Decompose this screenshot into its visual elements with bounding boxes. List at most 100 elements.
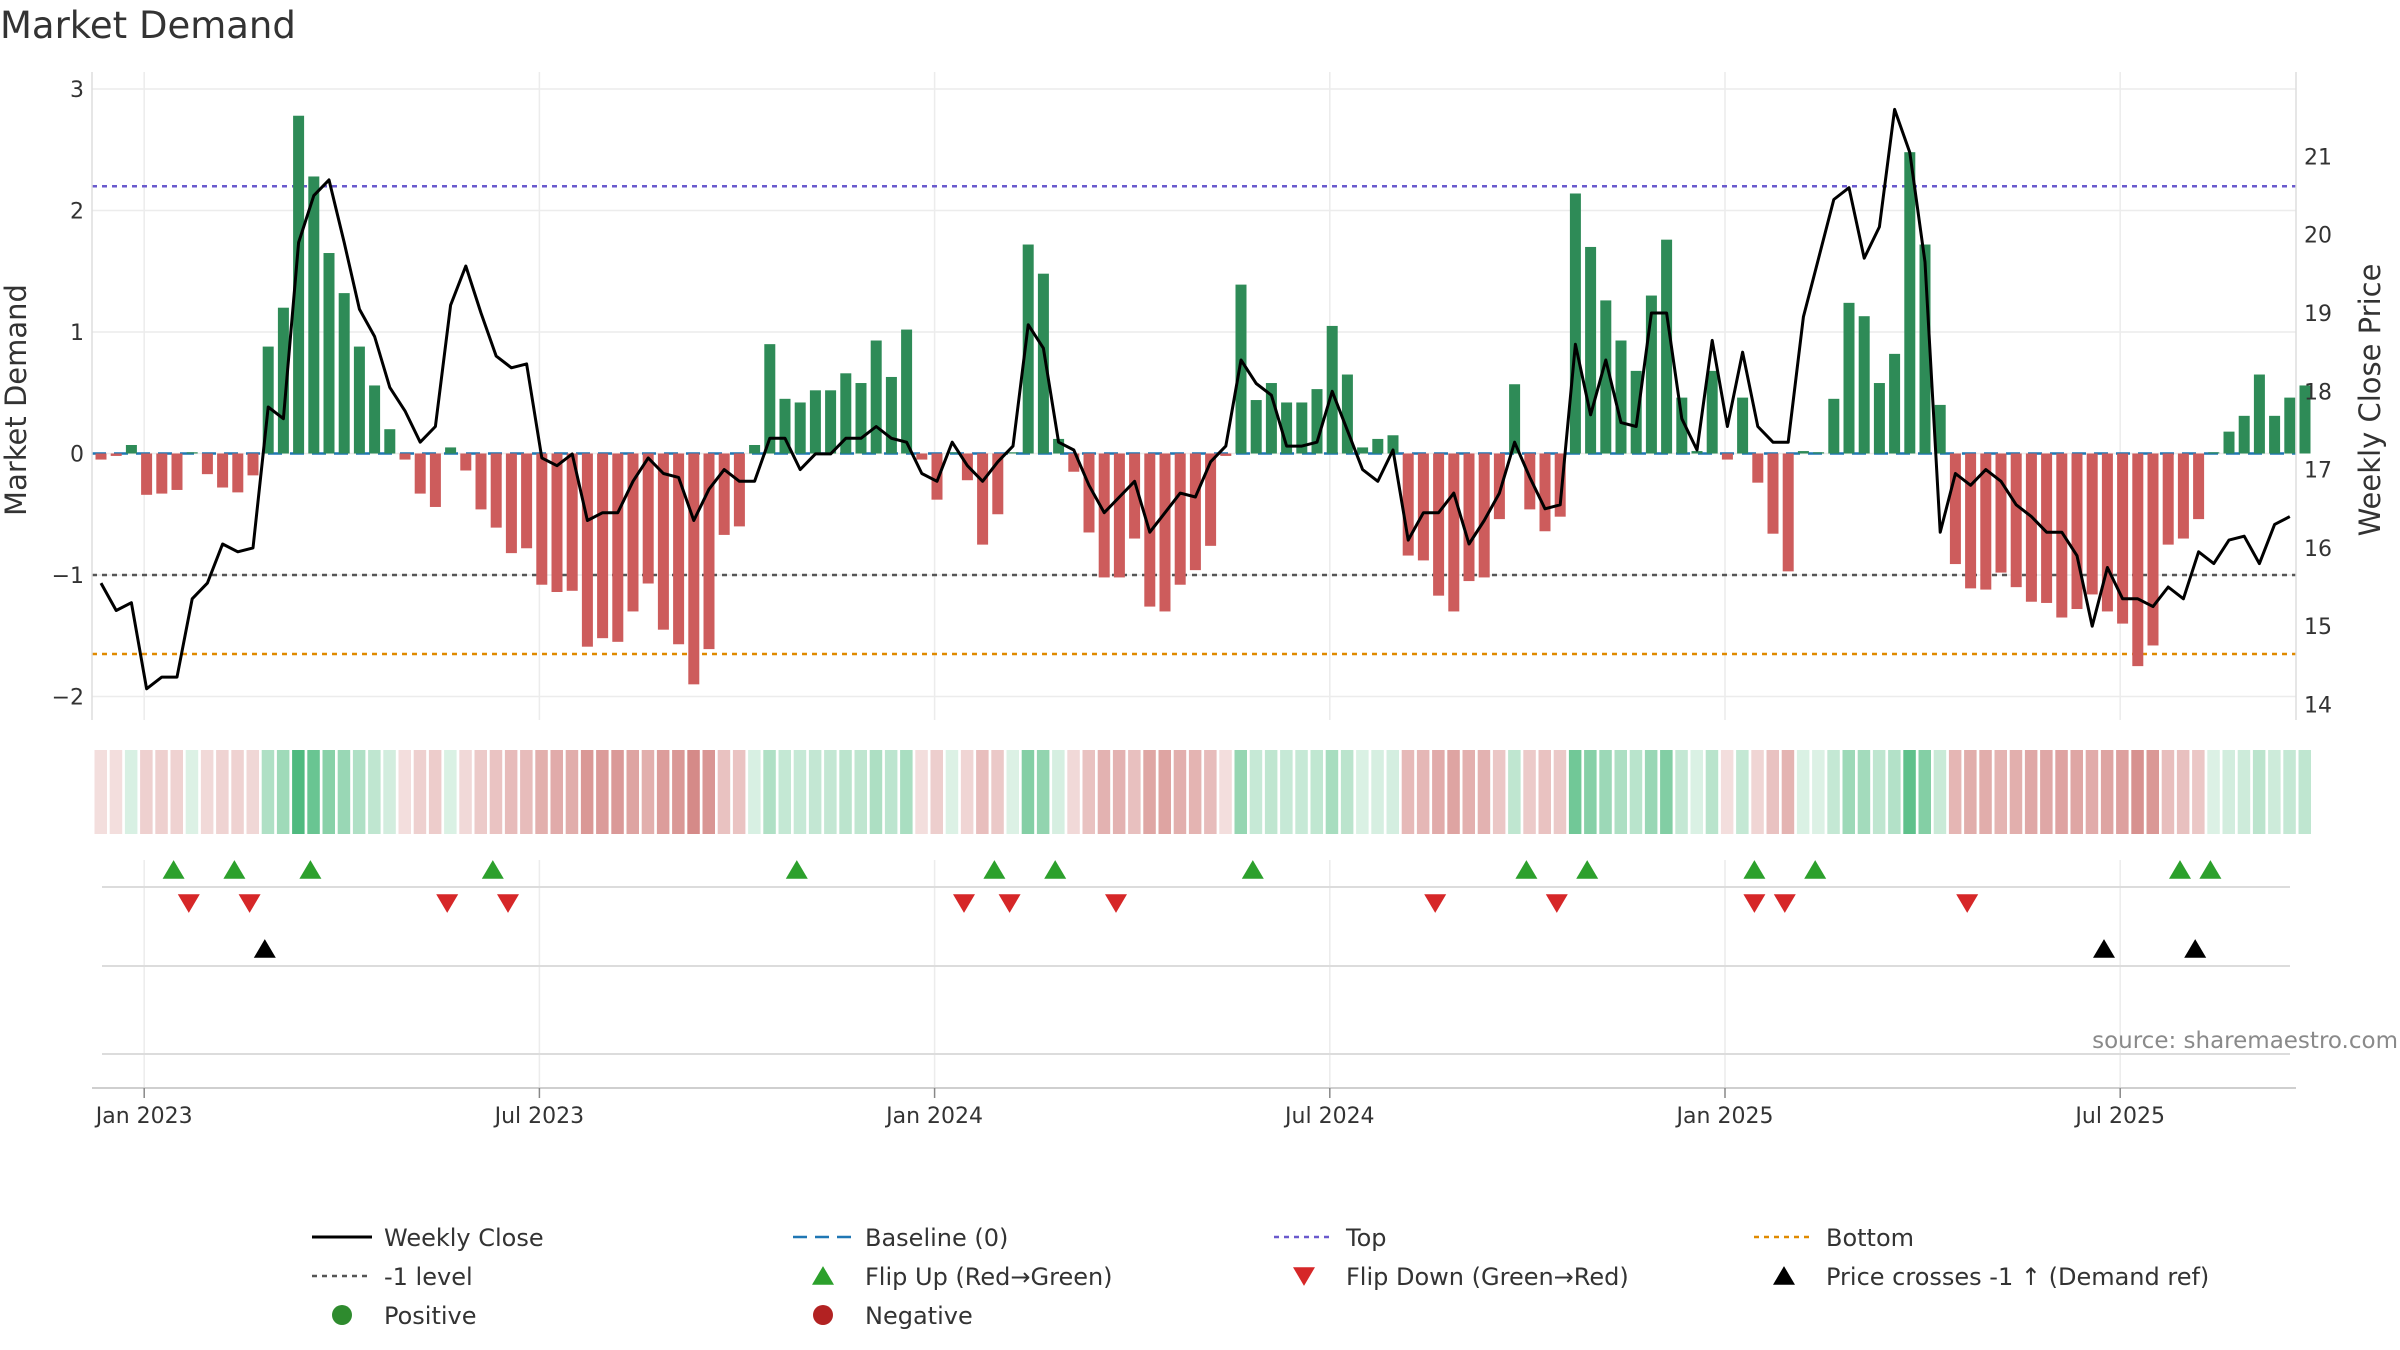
demand-bar xyxy=(277,307,289,454)
strip-cell xyxy=(94,750,107,834)
strip-cell xyxy=(170,750,183,834)
strip-cell xyxy=(1295,750,1308,834)
strip-cell xyxy=(2192,750,2205,834)
strip-cell xyxy=(2024,750,2038,834)
demand-bar xyxy=(992,453,1004,515)
demand-bar xyxy=(186,452,198,454)
strip-cell xyxy=(1660,750,1673,834)
demand-bar xyxy=(156,453,168,494)
strip-cell xyxy=(1812,750,1825,834)
strip-cell xyxy=(1614,750,1627,834)
strip-cell xyxy=(307,750,320,834)
demand-bar xyxy=(657,453,669,630)
strip-cell xyxy=(1462,750,1475,834)
demand-bar xyxy=(1919,244,1931,454)
strip-cell xyxy=(808,750,822,834)
demand-bar xyxy=(977,453,989,545)
demand-bar xyxy=(1858,316,1870,454)
strip-cell xyxy=(1599,750,1612,834)
flip-up-marker xyxy=(983,860,1006,879)
demand-bar xyxy=(1889,353,1901,454)
flip-up-marker xyxy=(1804,860,1827,879)
demand-bar xyxy=(308,176,320,454)
strip-cell xyxy=(2176,750,2190,834)
legend-swatch-triangle-up xyxy=(812,1266,834,1285)
right-tick-label: 17 xyxy=(2304,459,2332,484)
demand-bar xyxy=(1113,453,1125,578)
demand-bar xyxy=(1296,402,1308,454)
strip-cell xyxy=(368,750,381,834)
strip-cell xyxy=(1264,750,1278,834)
demand-bar xyxy=(2299,385,2311,454)
demand-bar xyxy=(1037,273,1049,454)
strip-cell xyxy=(535,750,548,834)
flip-down-marker xyxy=(1956,894,1979,913)
strip-cell xyxy=(2085,750,2099,834)
strip-cell xyxy=(1234,750,1247,834)
strip-cell xyxy=(352,750,366,834)
strip-cell xyxy=(930,750,943,834)
strip-cell xyxy=(1933,750,1947,834)
strip-cell xyxy=(991,750,1004,834)
x-tick-label: Jul 2023 xyxy=(493,1104,585,1129)
demand-bar xyxy=(1250,400,1262,454)
strip-cell xyxy=(140,750,153,834)
demand-bar xyxy=(688,453,700,685)
demand-bar xyxy=(1387,435,1399,454)
strip-cell xyxy=(124,750,138,834)
demand-bar xyxy=(2193,453,2205,520)
demand-bar xyxy=(931,453,943,500)
strip-cell xyxy=(854,750,867,834)
demand-bar xyxy=(779,398,791,454)
cross-minus1-marker xyxy=(2184,939,2207,958)
strip-cell xyxy=(1021,750,1035,834)
demand-bar xyxy=(1098,453,1110,578)
strip-cell xyxy=(1796,750,1810,834)
demand-bar xyxy=(597,453,609,639)
demand-bar xyxy=(703,453,715,650)
strip-cell xyxy=(778,750,791,834)
strip-cell xyxy=(824,750,837,834)
flip-up-marker xyxy=(481,860,504,879)
strip-cell xyxy=(1371,750,1384,834)
demand-bar xyxy=(2269,415,2281,454)
strip-cell xyxy=(1948,750,1962,834)
demand-bar xyxy=(293,115,305,454)
flip-up-marker xyxy=(2169,860,2191,879)
demand-bar xyxy=(673,453,685,645)
demand-bar xyxy=(1220,453,1232,456)
demand-bar xyxy=(475,453,487,510)
legend-label: Price crosses -1 ↑ (Demand ref) xyxy=(1826,1263,2209,1291)
strip-cell xyxy=(1523,750,1536,834)
cross-minus1-marker xyxy=(2093,939,2115,958)
demand-bar xyxy=(1539,453,1551,532)
strip-cell xyxy=(1340,750,1354,834)
strip-cell xyxy=(1553,750,1567,834)
demand-bar xyxy=(125,444,137,454)
demand-bar xyxy=(2056,453,2068,618)
flip-down-marker xyxy=(238,894,261,913)
x-tick-label: Jan 2023 xyxy=(94,1104,193,1129)
strip-cell xyxy=(611,750,624,834)
demand-bar xyxy=(399,453,411,460)
demand-bar xyxy=(217,453,229,488)
demand-bar xyxy=(1022,244,1034,454)
demand-heat-strip xyxy=(94,750,2311,834)
strip-cell xyxy=(1690,750,1703,834)
strip-cell xyxy=(2100,750,2114,834)
demand-bar xyxy=(1615,340,1627,454)
demand-bar xyxy=(110,453,122,456)
right-tick-label: 14 xyxy=(2304,694,2332,719)
strip-cell xyxy=(1280,750,1293,834)
flip-down-marker xyxy=(1105,894,1127,913)
demand-bar xyxy=(1493,453,1505,520)
strip-cell xyxy=(459,750,472,834)
demand-bar xyxy=(141,453,153,495)
flip-up-marker xyxy=(1044,860,1067,879)
demand-bar xyxy=(870,340,882,454)
flip-down-marker xyxy=(1424,894,1447,913)
strip-cell xyxy=(1219,750,1232,834)
strip-cell xyxy=(1979,750,1992,834)
demand-bar xyxy=(1174,453,1186,585)
